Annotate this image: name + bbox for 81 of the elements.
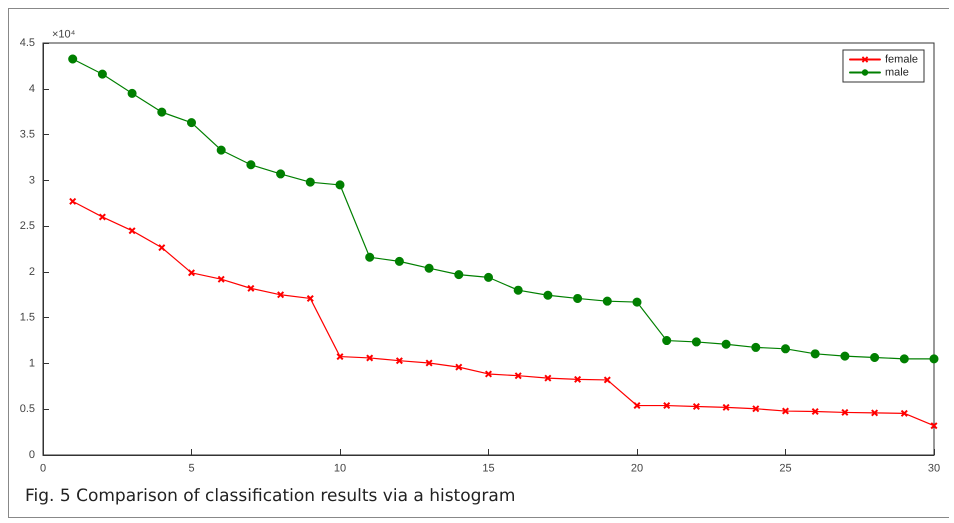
point bbox=[247, 284, 254, 292]
point bbox=[871, 409, 878, 416]
point bbox=[812, 408, 819, 416]
x-tick-label: 5 bbox=[188, 462, 195, 474]
y-tick-label: 1 bbox=[28, 357, 35, 370]
point bbox=[98, 70, 107, 79]
y-tick-label: 1.5 bbox=[20, 312, 35, 324]
x-tick-label: 20 bbox=[630, 462, 644, 474]
y-tick-label: 2 bbox=[28, 266, 35, 278]
x-tick-label: 0 bbox=[40, 462, 46, 474]
point bbox=[930, 422, 938, 430]
point bbox=[692, 402, 700, 410]
point bbox=[514, 372, 522, 380]
point bbox=[68, 54, 78, 64]
point bbox=[276, 169, 286, 178]
x-tick-label: 15 bbox=[482, 462, 495, 474]
point bbox=[128, 227, 136, 234]
point bbox=[544, 374, 552, 382]
legend-label: male bbox=[884, 66, 909, 78]
point bbox=[841, 408, 848, 416]
point bbox=[128, 88, 137, 98]
point bbox=[514, 286, 523, 295]
x-tick-label: 30 bbox=[928, 462, 940, 474]
point bbox=[574, 376, 582, 383]
y-tick-label: 2.5 bbox=[20, 220, 35, 232]
point bbox=[277, 291, 284, 298]
y-tick-label: 3 bbox=[28, 174, 35, 186]
point bbox=[157, 108, 166, 117]
point bbox=[455, 364, 462, 371]
point bbox=[98, 213, 106, 220]
point bbox=[394, 256, 404, 266]
point bbox=[336, 180, 344, 190]
point bbox=[426, 359, 433, 366]
y-tick-label: 3.5 bbox=[20, 128, 35, 141]
point bbox=[484, 272, 493, 282]
point bbox=[632, 298, 642, 307]
point bbox=[485, 370, 492, 378]
x-tick-label: 25 bbox=[779, 462, 792, 474]
point bbox=[543, 290, 552, 300]
point bbox=[722, 340, 731, 349]
point bbox=[634, 402, 640, 410]
point bbox=[424, 264, 434, 273]
point bbox=[218, 276, 225, 283]
point bbox=[306, 294, 314, 302]
point bbox=[752, 405, 760, 412]
point bbox=[158, 244, 166, 252]
point bbox=[900, 410, 908, 417]
legend-label: female bbox=[884, 54, 918, 66]
point bbox=[692, 337, 701, 346]
y-tick-label: 4 bbox=[28, 82, 35, 95]
x-tick-label: 10 bbox=[334, 462, 346, 474]
point bbox=[573, 294, 582, 303]
point bbox=[722, 404, 730, 411]
point bbox=[663, 402, 670, 410]
caption: Fig. 5 Comparison of classification results via a histogram bbox=[25, 486, 516, 506]
point bbox=[396, 357, 403, 364]
point bbox=[306, 178, 315, 187]
point bbox=[366, 354, 374, 362]
point bbox=[810, 349, 820, 358]
point bbox=[604, 376, 611, 384]
point bbox=[188, 269, 195, 276]
point bbox=[187, 118, 196, 128]
point bbox=[662, 336, 672, 346]
point bbox=[900, 354, 909, 364]
point bbox=[781, 344, 790, 354]
point bbox=[840, 352, 850, 361]
y-tick-label: 0.5 bbox=[20, 403, 35, 416]
point bbox=[365, 252, 374, 262]
point bbox=[454, 270, 464, 280]
point bbox=[246, 160, 256, 170]
y-tick-label: 0 bbox=[28, 449, 35, 461]
point bbox=[870, 352, 880, 362]
point bbox=[69, 198, 76, 205]
point bbox=[336, 353, 344, 360]
y-tick-label: 4.5 bbox=[20, 37, 35, 49]
point bbox=[602, 296, 612, 306]
point bbox=[782, 408, 789, 415]
point bbox=[216, 146, 226, 155]
point bbox=[930, 354, 938, 364]
text: ×10⁴ bbox=[52, 28, 76, 40]
point bbox=[751, 342, 760, 352]
